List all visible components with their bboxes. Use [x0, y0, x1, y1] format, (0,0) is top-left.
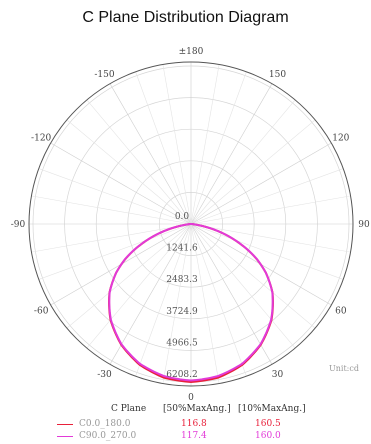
legend-header-plane: C Plane — [111, 404, 147, 414]
series-curve — [108, 223, 274, 382]
polar-chart: ±180 150 120 90 60 30 0 -30 -60 -90 -120 -150 0.0 124… — [11, 47, 370, 400]
grid-spoke — [190, 83, 273, 225]
angle-label: 0 — [188, 393, 194, 400]
angle-label: -150 — [94, 70, 114, 80]
legend-angle-50: 117.4 — [181, 431, 207, 441]
grid-spoke — [31, 195, 192, 225]
legend-header-10: [10%MaxAng.] — [238, 404, 306, 414]
legend-series-name: C90.0_270.0 — [79, 431, 137, 441]
grid-spoke — [190, 64, 220, 225]
grid-spoke — [162, 64, 192, 225]
legend-row: C0.0_180.0 116.8 160.5 — [0, 419, 371, 431]
grid-spoke — [190, 142, 332, 225]
grid-spoke — [109, 223, 192, 365]
legend-swatch — [57, 424, 73, 425]
angle-label: 150 — [269, 70, 286, 80]
chart-title: C Plane Distribution Diagram — [82, 9, 289, 26]
grid-spoke — [50, 142, 192, 225]
angle-label: 90 — [358, 220, 370, 230]
grid-spoke — [190, 223, 296, 349]
angle-label: ±180 — [179, 47, 204, 57]
polar-grid — [28, 61, 354, 387]
polar-labels: ±180 150 120 90 60 30 0 -30 -60 -90 -120 -150 0.0 124… — [11, 47, 370, 400]
angle-label: -60 — [34, 307, 49, 317]
radial-tick-label: 2483.3 — [166, 275, 198, 285]
grid-spoke — [190, 223, 220, 384]
legend-angle-50: 116.8 — [181, 419, 207, 429]
grid-spoke — [86, 99, 192, 225]
grid-spoke — [190, 223, 344, 280]
angle-label: -120 — [31, 134, 51, 144]
legend-series-name: C0.0_180.0 — [79, 419, 131, 429]
grid-spoke — [38, 168, 192, 225]
grid-spoke — [190, 99, 296, 225]
grid-spoke — [38, 223, 192, 280]
grid-spoke — [190, 168, 344, 225]
radial-tick-label: 1241.6 — [166, 244, 198, 254]
unit-label: Unit:cd — [329, 364, 359, 373]
outer-circle — [28, 61, 354, 387]
grid-spoke — [86, 223, 192, 349]
grid-spoke — [109, 83, 192, 225]
legend-angle-10: 160.5 — [255, 419, 281, 429]
radial-tick-label: 6208.2 — [166, 370, 198, 380]
angle-label: -30 — [97, 370, 112, 380]
angle-label: -90 — [11, 220, 26, 230]
grid-spoke — [190, 195, 351, 225]
grid-spoke — [135, 223, 192, 377]
grid-spoke — [190, 119, 316, 225]
radial-tick-label: 0.0 — [175, 212, 190, 222]
distribution-curves — [108, 223, 274, 384]
angle-label: 60 — [335, 307, 347, 317]
grid-spoke — [162, 223, 192, 384]
grid-spoke — [135, 71, 192, 225]
grid-spoke — [31, 223, 192, 253]
legend-row: C90.0_270.0 117.4 160.0 — [0, 431, 371, 443]
radial-tick-label: 4966.5 — [166, 338, 198, 348]
grid-spoke — [190, 223, 316, 329]
angle-label: 30 — [272, 370, 284, 380]
grid-spoke — [190, 71, 247, 225]
grid-spoke — [190, 223, 273, 365]
legend-angle-10: 160.0 — [255, 431, 281, 441]
angle-label: 120 — [332, 134, 349, 144]
radial-tick-label: 3724.9 — [166, 307, 198, 317]
grid-spoke — [66, 119, 192, 225]
legend-swatch — [57, 436, 73, 437]
grid-spoke — [190, 223, 351, 253]
legend-header-50: [50%MaxAng.] — [163, 404, 231, 414]
grid-spoke — [66, 223, 192, 329]
grid-spoke — [190, 223, 247, 377]
